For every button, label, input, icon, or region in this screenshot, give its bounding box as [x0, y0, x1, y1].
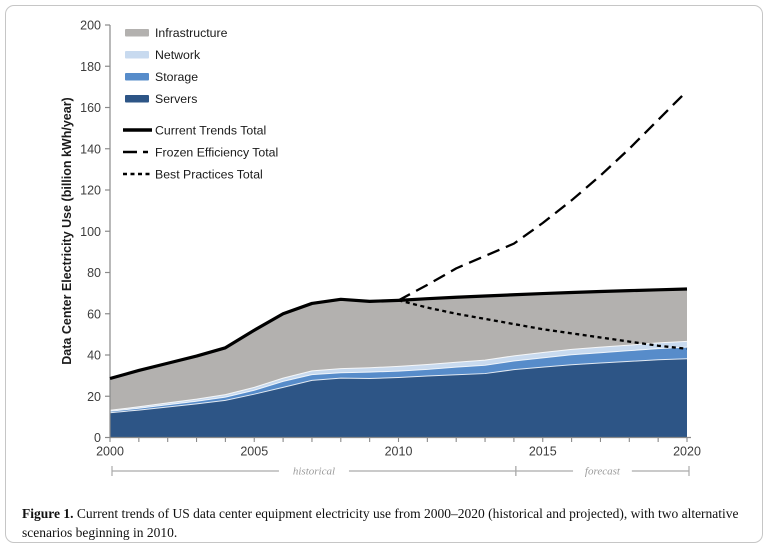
- y-tick-label: 20: [87, 390, 101, 404]
- area-separator: [109, 346, 688, 412]
- figure-caption-label: Figure 1.: [22, 506, 74, 521]
- y-tick-label: 120: [80, 184, 101, 198]
- y-tick-label: 200: [80, 19, 101, 33]
- figure-caption: Figure 1. Current trends of US data cent…: [22, 504, 748, 542]
- y-tick-label: 100: [80, 225, 101, 239]
- y-tick-label: 180: [80, 60, 101, 74]
- y-axis-title: Data Center Electricity Use (billion kWh…: [60, 97, 74, 364]
- y-tick-label: 40: [87, 349, 101, 363]
- legend-swatch-storage: [125, 73, 149, 81]
- legend-label: Current Trends Total: [155, 124, 266, 138]
- x-tick-label: 2010: [385, 445, 413, 459]
- legend-label: Servers: [155, 92, 197, 106]
- x-tick-label: 2020: [673, 445, 701, 459]
- area-separator: [109, 358, 688, 414]
- y-tick-label: 140: [80, 142, 101, 156]
- legend-swatch-servers: [125, 95, 149, 103]
- y-tick-label: 60: [87, 307, 101, 321]
- legend-label: Storage: [155, 70, 198, 84]
- legend-label: Best Practices Total: [155, 168, 263, 182]
- area-separator: [109, 340, 688, 411]
- bracket-label-forecast: forecast: [585, 466, 621, 478]
- legend-label: Infrastructure: [155, 26, 228, 40]
- area-servers: [110, 358, 687, 438]
- x-tick-label: 2015: [529, 445, 557, 459]
- line-frozen-efficiency-total: [397, 90, 688, 302]
- figure-caption-text: Current trends of US data center equipme…: [22, 506, 739, 541]
- legend-swatch-network: [125, 51, 149, 59]
- x-tick-label: 2005: [240, 445, 268, 459]
- legend-swatch-infrastructure: [125, 29, 149, 37]
- electricity-use-chart: 0 20 40 60 80 100 120 140 160 180 200 2000 2005 2010 2…: [60, 19, 701, 478]
- legend-label: Network: [155, 48, 201, 62]
- y-tick-label: 80: [87, 266, 101, 280]
- y-tick-label: 160: [80, 101, 101, 115]
- x-tick-label: 2000: [96, 445, 124, 459]
- y-tick-label: 0: [94, 431, 101, 445]
- legend-label: Frozen Efficiency Total: [155, 146, 278, 160]
- bracket-label-historical: historical: [293, 466, 335, 478]
- figure-border: [5, 5, 763, 543]
